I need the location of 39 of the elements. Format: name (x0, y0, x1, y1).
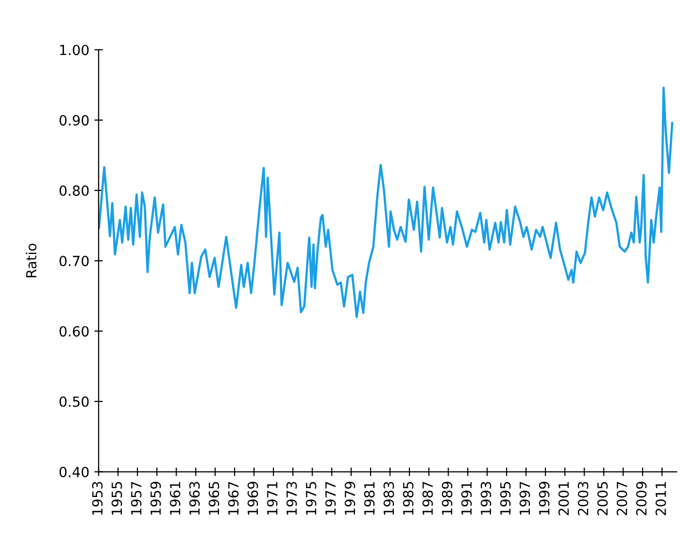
line-series (98, 86, 674, 318)
x-tick-label: 1959 (150, 482, 161, 515)
y-tick-label: 0.70 (60, 256, 89, 266)
x-tick-label: 1993 (480, 482, 492, 515)
y-tick-label: 0.80 (60, 185, 89, 196)
x-tick-label: 2007 (616, 482, 628, 516)
x-tick-label: 1991 (461, 482, 472, 515)
x-tick-label: 2009 (636, 482, 647, 516)
x-tick-label: 1973 (286, 482, 297, 515)
x-tick-label: 2005 (597, 482, 608, 516)
x-tick-label: 2003 (578, 482, 588, 516)
x-tick-label: 1967 (228, 482, 239, 515)
x-tick-label: 1953 (92, 482, 103, 515)
x-tick-label: 1965 (208, 482, 220, 515)
x-tick-label: 2001 (558, 482, 569, 516)
x-tick-label: 1979 (344, 482, 356, 515)
y-tick-label: 0.50 (60, 396, 89, 407)
x-tick-label: 1995 (500, 482, 511, 515)
x-tick-label: 1989 (442, 482, 452, 515)
y-tick-label: 0.60 (60, 326, 89, 337)
x-tick-label: 1971 (266, 482, 278, 515)
x-tick-label: 1955 (112, 482, 122, 515)
x-tick-label: 1975 (306, 482, 316, 515)
x-tick-label: 1977 (325, 482, 336, 515)
x-tick-label: 1987 (422, 482, 433, 515)
y-tick-label: 0.90 (60, 115, 89, 126)
y-tick-label: 0.40 (60, 466, 89, 478)
x-tick-label: 2011 (656, 482, 666, 516)
x-tick-label: 1997 (520, 482, 530, 515)
x-tick-label: 1961 (170, 482, 180, 515)
x-tick-label: 1999 (538, 482, 550, 515)
x-tick-label: 1981 (364, 482, 375, 515)
x-tick-label: 1985 (402, 482, 414, 515)
y-axis-title: Ratio (26, 244, 37, 278)
x-tick-label: 1957 (130, 482, 142, 515)
x-tick-label: 1963 (189, 482, 200, 515)
y-tick-label: 1.00 (60, 44, 89, 56)
x-tick-label: 1969 (248, 482, 258, 515)
x-tick-label: 1983 (384, 482, 394, 515)
